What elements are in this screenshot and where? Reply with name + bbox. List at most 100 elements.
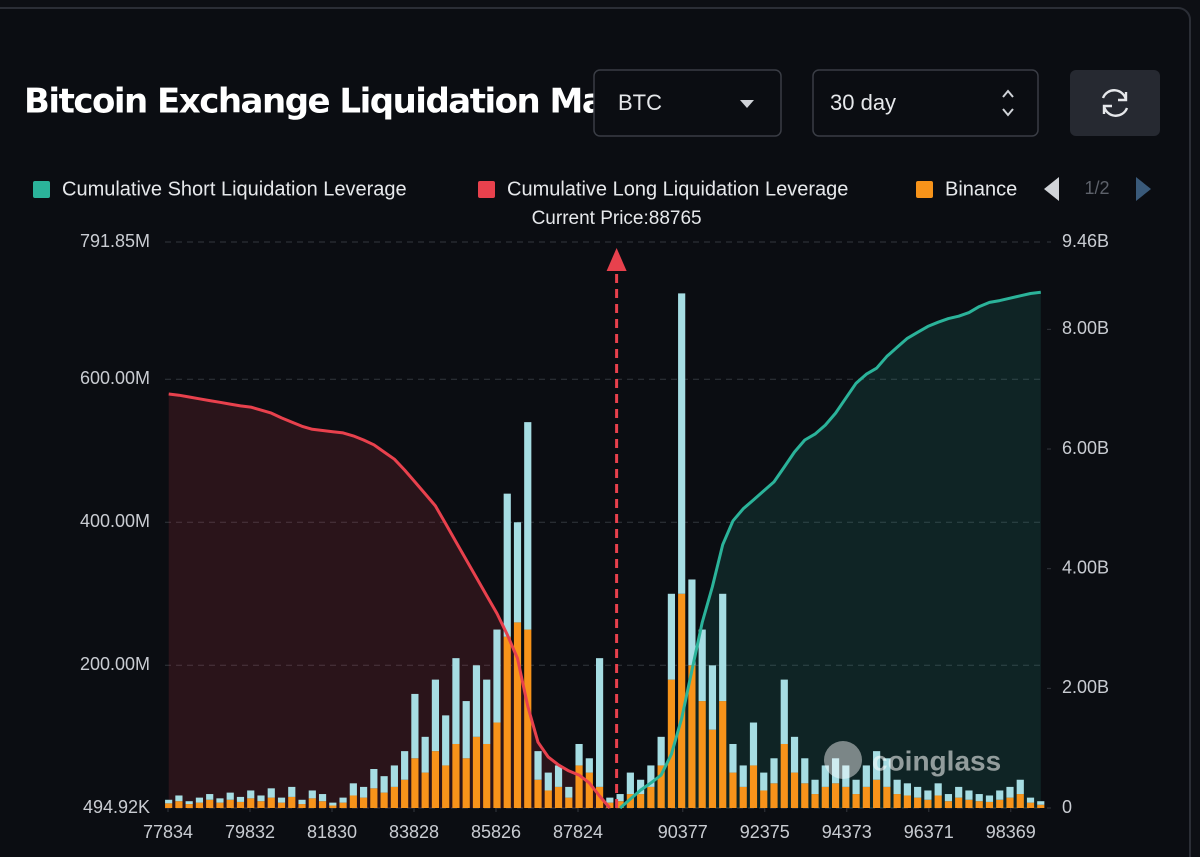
bar-segment (678, 293, 686, 594)
bar-segment (565, 786, 573, 798)
bar-segment (318, 794, 327, 802)
bar-segment (339, 802, 347, 808)
legend-label: Cumulative Short Liquidation Leverage (62, 178, 407, 200)
bar-segment (616, 794, 624, 802)
bar-segment (1006, 786, 1014, 798)
bar-segment (873, 779, 881, 808)
bar-segment (524, 422, 532, 630)
bar-segment (401, 751, 409, 780)
bar-segment (1037, 801, 1045, 805)
x-tick-label: 79832 (225, 822, 275, 842)
y2-tick-label: 2.00B (1062, 677, 1109, 697)
y2-tick-label: 9.46B (1062, 231, 1109, 251)
bar-segment (975, 801, 983, 808)
bar-segment (657, 736, 665, 766)
bar-segment (421, 772, 429, 808)
bar-segment (831, 783, 840, 808)
bar-segment (626, 794, 634, 808)
bar-segment (873, 751, 881, 780)
bar-segment (236, 796, 245, 802)
bar-segment (380, 792, 388, 808)
bar-segment (175, 801, 183, 808)
bar-segment (195, 802, 204, 808)
bar-segment (811, 794, 819, 808)
bar-segment (985, 795, 994, 802)
bar-segment (667, 679, 675, 808)
bar-segment (554, 765, 563, 787)
bar-segment (821, 765, 829, 787)
bar-segment (267, 788, 275, 798)
watermark: coinglass (872, 745, 1001, 776)
bar-segment (318, 801, 327, 808)
bar-segment (185, 804, 193, 808)
bar-segment (626, 772, 634, 795)
y-tick-label: 400.00M (80, 511, 150, 531)
bar-segment (308, 790, 316, 799)
y2-tick-label: 0 (1062, 797, 1072, 817)
bar-segment (267, 797, 275, 808)
bar-segment (165, 799, 173, 804)
caret (740, 100, 754, 108)
bar-segment (277, 802, 286, 808)
x-tick-label: 87824 (553, 822, 603, 842)
bar-segment (852, 779, 860, 795)
bar-segment (719, 701, 727, 808)
bar-segment (934, 783, 942, 796)
bar-segment (206, 799, 214, 808)
bar-segment (893, 794, 901, 808)
legend-swatch (478, 181, 495, 198)
select-value[interactable]: BTC (618, 90, 662, 115)
select-box[interactable] (593, 69, 782, 137)
panel (0, 7, 1191, 857)
bar-segment (452, 658, 460, 744)
legend-prev[interactable] (1044, 177, 1059, 201)
bar-segment (575, 743, 583, 766)
range-select[interactable]: 30 day (812, 69, 1039, 137)
bar-segment (534, 779, 542, 808)
bar-segment (770, 758, 778, 784)
bar-segment (575, 765, 583, 808)
x-tick-label: 77834 (143, 822, 193, 842)
bar-segment (431, 679, 440, 752)
bar-segment (944, 794, 953, 802)
bar-segment (770, 783, 778, 808)
bar-segment (965, 790, 973, 800)
bar-segment (914, 786, 922, 798)
x-tick-label: 90377 (658, 822, 708, 842)
select-box[interactable] (812, 69, 1039, 137)
bar-segment (688, 579, 696, 666)
bar-segment (185, 801, 193, 805)
refresh-icon (1101, 89, 1129, 117)
bar-segment (760, 772, 768, 791)
bar-segment (790, 772, 799, 808)
bar-segment (236, 801, 245, 808)
bar-segment (975, 794, 983, 802)
bar-segment (739, 765, 747, 787)
bar-segment (226, 792, 234, 800)
refresh-button[interactable] (1070, 70, 1160, 136)
bar-segment (452, 743, 460, 808)
button-box[interactable] (1070, 70, 1160, 136)
bar-segment (308, 798, 316, 808)
x-tick-label: 83828 (389, 822, 439, 842)
bar-segment (226, 799, 234, 808)
bar-segment (862, 786, 870, 808)
legend-label: Binance (945, 178, 1017, 200)
bar-segment (401, 779, 409, 808)
x-tick-label: 92375 (740, 822, 790, 842)
bar-segment (914, 797, 922, 808)
select-value[interactable]: 30 day (830, 90, 896, 115)
bar-segment (257, 801, 265, 808)
x-tick-label: 81830 (307, 822, 357, 842)
bar-segment (431, 751, 440, 808)
bar-segment (955, 786, 963, 798)
bar-segment (370, 788, 378, 808)
bar-segment (606, 797, 614, 803)
symbol-select[interactable]: BTC (593, 69, 782, 137)
bar-segment (390, 765, 398, 787)
bar-segment (893, 779, 901, 795)
bar-segment (1016, 779, 1024, 795)
bar-segment (257, 795, 265, 802)
bar-segment (780, 743, 788, 808)
legend-next[interactable] (1136, 177, 1151, 201)
